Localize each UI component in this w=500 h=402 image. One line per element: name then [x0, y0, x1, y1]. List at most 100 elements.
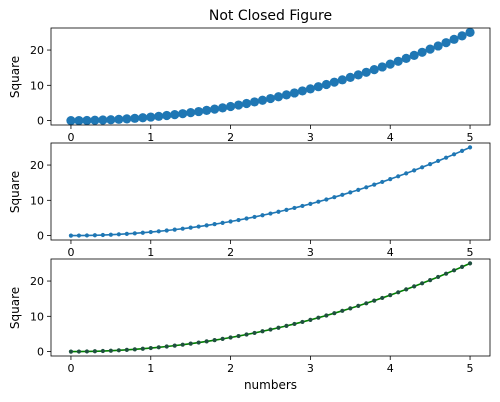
y-tick-label: 20 [30, 159, 44, 172]
x-tick-label: 5 [467, 131, 474, 144]
data-point [164, 344, 169, 349]
plot-frame [50, 142, 491, 241]
data-point [348, 306, 353, 311]
x-tick-label: 2 [227, 131, 234, 144]
data-point [178, 109, 188, 119]
subplot-3: Square numbers 0 1 2 3 4 5 0 10 20 [8, 258, 491, 392]
data-point [124, 231, 129, 236]
data-point [100, 348, 105, 354]
y-axis-label: Square [8, 171, 22, 213]
x-tick-label: 0 [67, 246, 74, 259]
data-point [388, 293, 393, 298]
data-point [260, 329, 265, 334]
data-point [92, 233, 97, 238]
data-point [353, 70, 363, 80]
data-point [404, 287, 409, 292]
data-point [451, 152, 457, 157]
data-point [467, 145, 473, 150]
data-point [212, 222, 217, 227]
y-tick-label: 10 [30, 194, 44, 207]
data-point [204, 223, 209, 228]
data-point [361, 67, 371, 77]
data-point [76, 349, 82, 354]
x-tick-label: 4 [387, 362, 394, 375]
data-point [98, 115, 108, 125]
data-point [388, 177, 393, 182]
data-point [130, 113, 140, 123]
data-point [444, 271, 449, 276]
data-point [444, 155, 449, 160]
data-point [268, 327, 273, 332]
data-point [369, 65, 379, 75]
series-group [66, 27, 475, 126]
data-point [220, 336, 225, 341]
x-tick-label: 4 [387, 246, 394, 259]
data-point [372, 182, 377, 187]
data-point [348, 190, 353, 195]
data-point [249, 97, 260, 107]
data-point [140, 346, 145, 351]
data-point [92, 349, 97, 354]
x-tick-label: 2 [227, 362, 234, 375]
data-point [459, 148, 465, 153]
plot-frame [50, 27, 491, 126]
data-point [372, 298, 377, 303]
x-tick-label: 3 [307, 246, 314, 259]
data-point [82, 115, 92, 126]
axis-ticks: 0 1 2 3 4 5 0 10 20 [30, 44, 474, 144]
data-point [244, 332, 249, 337]
data-point [148, 229, 153, 235]
data-point [425, 44, 435, 54]
data-point [308, 201, 313, 206]
data-point [244, 216, 249, 221]
data-point [428, 162, 433, 167]
subplot-2: Square 0 1 2 3 4 5 0 10 20 [8, 142, 491, 259]
data-point [210, 104, 220, 114]
data-point [114, 114, 124, 124]
data-point [337, 75, 347, 85]
y-tick-label: 20 [30, 275, 44, 288]
y-tick-label: 10 [30, 310, 44, 323]
y-axis-label: Square [8, 287, 22, 329]
data-point [196, 224, 201, 229]
data-point [412, 168, 417, 173]
data-point [90, 115, 100, 125]
x-tick-label: 3 [307, 362, 314, 375]
data-point [321, 79, 331, 90]
data-point [284, 207, 289, 212]
data-point [451, 268, 457, 273]
chart-title: Not Closed Figure [209, 8, 332, 24]
data-point [172, 227, 177, 232]
data-point [228, 219, 233, 224]
data-point [204, 339, 209, 344]
data-point [340, 192, 345, 197]
data-point [84, 349, 90, 354]
plot-frame [50, 258, 491, 357]
data-point [345, 72, 355, 82]
data-point [188, 341, 193, 346]
data-point [449, 34, 459, 44]
data-point [332, 311, 337, 316]
data-point [180, 342, 185, 347]
x-axis-label: numbers [244, 378, 297, 392]
data-point [124, 347, 129, 352]
data-point [196, 340, 201, 345]
data-point [281, 90, 292, 100]
axis-ticks: 0 1 2 3 4 5 0 10 20 [30, 159, 474, 259]
data-point [172, 343, 177, 348]
x-tick-label: 4 [387, 131, 394, 144]
data-point [100, 232, 105, 238]
data-point [441, 38, 451, 48]
data-point [212, 338, 217, 343]
data-point [356, 187, 361, 192]
axis-ticks: 0 1 2 3 4 5 0 10 20 [30, 275, 474, 375]
data-point [146, 112, 156, 122]
x-tick-label: 5 [467, 246, 474, 259]
data-point [156, 345, 161, 350]
data-point [364, 185, 369, 190]
data-point [292, 321, 297, 327]
data-point [252, 214, 257, 220]
data-point [154, 111, 164, 121]
data-point [316, 199, 321, 204]
data-point [409, 50, 419, 60]
